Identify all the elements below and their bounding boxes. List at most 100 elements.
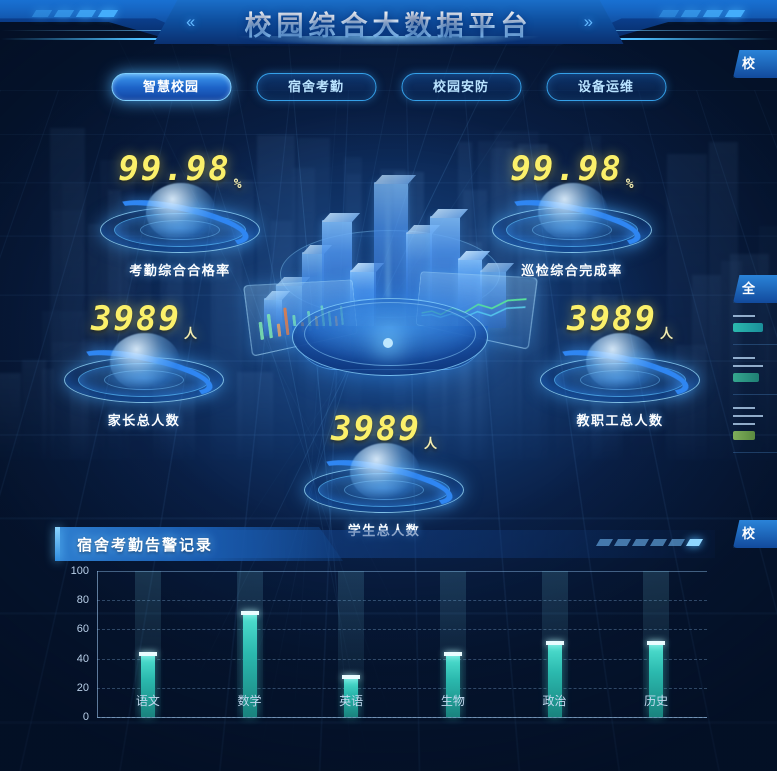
side-panel-title: 全	[733, 275, 777, 303]
x-axis-tick-label: 生物	[440, 694, 465, 708]
bar[interactable]	[647, 641, 666, 717]
kpi-unit: %	[625, 176, 634, 192]
panel-header: 宿舍考勤告警记录	[55, 527, 715, 561]
side-panel-progress-bar	[733, 373, 759, 382]
tab-label: 设备运维	[577, 79, 634, 94]
kpi-ring-graphic	[100, 182, 260, 255]
side-panel-row[interactable]	[733, 407, 777, 440]
kpi-unit: 人	[183, 326, 197, 342]
chevron-left-icon: ‹‹	[186, 12, 195, 31]
central-3d-visualization	[242, 178, 539, 408]
side-panel-text-line	[733, 315, 755, 317]
x-axis-tick-label: 政治	[542, 694, 567, 708]
header-glow	[178, 36, 599, 50]
side-panel-2: 全	[733, 275, 777, 505]
bar[interactable]	[240, 610, 259, 717]
panel-header-decor	[595, 539, 704, 546]
gridline	[97, 600, 707, 602]
bar[interactable]	[443, 651, 462, 717]
kpi-orb	[350, 442, 420, 501]
y-axis-tick-label: 0	[82, 711, 89, 723]
x-axis-tick-label: 语文	[135, 694, 160, 708]
kpi-label: 考勤综合合格率	[129, 262, 231, 278]
tab-1[interactable]: 智慧校园	[111, 73, 231, 101]
x-axis-tick-label: 数学	[237, 694, 262, 708]
attendance-alert-panel: 宿舍考勤告警记录 0 20 40 60 80 100 语文 数学 英语 生物 政治 历史	[55, 527, 715, 757]
bar-chart: 0 20 40 60 80 100 语文 数学 英语 生物 政治 历史	[55, 563, 715, 753]
y-axis-line	[97, 571, 98, 717]
kpi-value: 99.98%	[118, 149, 242, 192]
gridline	[97, 629, 707, 631]
side-panel-row[interactable]	[733, 315, 777, 332]
gridline	[97, 571, 707, 572]
tab-3[interactable]: 校园安防	[401, 73, 521, 101]
page-title: 校园综合大数据平台	[245, 4, 533, 43]
y-axis-tick-label: 20	[76, 681, 89, 694]
center-light-column	[386, 178, 390, 298]
kpi-unit: 人	[423, 436, 437, 452]
candlestick	[266, 313, 273, 339]
side-panel-text-line	[733, 407, 755, 409]
side-panel-row[interactable]	[733, 357, 777, 382]
bar[interactable]	[545, 641, 564, 717]
y-axis-tick-label: 60	[76, 623, 89, 636]
side-panel-1: 校	[733, 50, 777, 250]
tab-label: 校园安防	[432, 79, 489, 94]
gridline	[97, 687, 707, 689]
kpi-orb	[538, 182, 608, 241]
panel-title: 宿舍考勤告警记录	[77, 537, 214, 554]
side-panel-title: 校	[733, 50, 777, 78]
kpi-orb	[146, 182, 216, 241]
chart-column[interactable]: 历史	[605, 571, 707, 717]
tab-2[interactable]: 宿舍考勤	[256, 73, 376, 101]
kpi-card-1: 99.98% 考勤综合合格率	[80, 152, 280, 279]
x-axis-tick-label: 英语	[339, 694, 364, 708]
kpi-card-4: 3989 人教职工总人数	[520, 302, 720, 429]
kpi-ring-graphic	[304, 442, 464, 515]
divider	[733, 452, 777, 453]
nav-tabs: 智慧校园 宿舍考勤 校园安防 设备运维	[111, 73, 666, 101]
chevron-right-icon: ››	[583, 12, 593, 31]
side-panel-title: 校	[733, 520, 777, 548]
side-panel-progress-bar	[733, 431, 755, 440]
y-axis-tick-label: 80	[76, 594, 89, 607]
kpi-orb	[586, 332, 656, 391]
building-block	[480, 270, 506, 328]
kpi-ring-graphic	[540, 332, 700, 405]
divider	[733, 344, 777, 345]
chart-column[interactable]: 语文	[97, 571, 199, 717]
chart-column[interactable]: 政治	[504, 571, 606, 717]
kpi-value: 3989 人	[567, 299, 673, 342]
bar[interactable]	[342, 675, 361, 717]
header-slash-decor-right	[658, 10, 746, 17]
header-slash-decor-left	[31, 10, 119, 17]
panel-header-tag	[55, 527, 343, 561]
x-axis-tick-label: 历史	[644, 694, 669, 708]
platform-surface	[304, 302, 476, 366]
divider	[733, 394, 777, 395]
bar[interactable]	[138, 651, 157, 717]
side-panel-text-line	[733, 423, 755, 425]
kpi-card-5: 3989人学生总人数	[284, 412, 484, 539]
side-panel-progress-bar	[733, 323, 763, 332]
tab-4[interactable]: 设备运维	[546, 73, 666, 101]
side-panel-3: 校	[733, 520, 777, 750]
plot-area: 语文 数学 英语 生物 政治 历史	[97, 571, 707, 717]
chart-column[interactable]: 数学	[199, 571, 301, 717]
chart-column[interactable]: 英语	[300, 571, 402, 717]
kpi-ring-graphic	[64, 332, 224, 405]
app-header: ‹‹ ›› 校园综合大数据平台	[0, 0, 777, 56]
side-panel-text-line	[733, 365, 763, 367]
panel-header-edge	[55, 527, 60, 561]
y-axis-tick-label: 100	[70, 565, 89, 577]
side-panel-text-line	[733, 357, 755, 359]
kpi-value: 3989 人	[91, 299, 197, 342]
kpi-label: 教职工总人数	[576, 412, 664, 428]
kpi-orb	[110, 332, 180, 391]
kpi-unit: %	[233, 176, 242, 192]
kpi-value: 3989 人	[331, 409, 437, 452]
kpi-ring-graphic	[492, 182, 652, 255]
chart-column[interactable]: 生物	[402, 571, 504, 717]
x-axis-line	[97, 717, 707, 718]
